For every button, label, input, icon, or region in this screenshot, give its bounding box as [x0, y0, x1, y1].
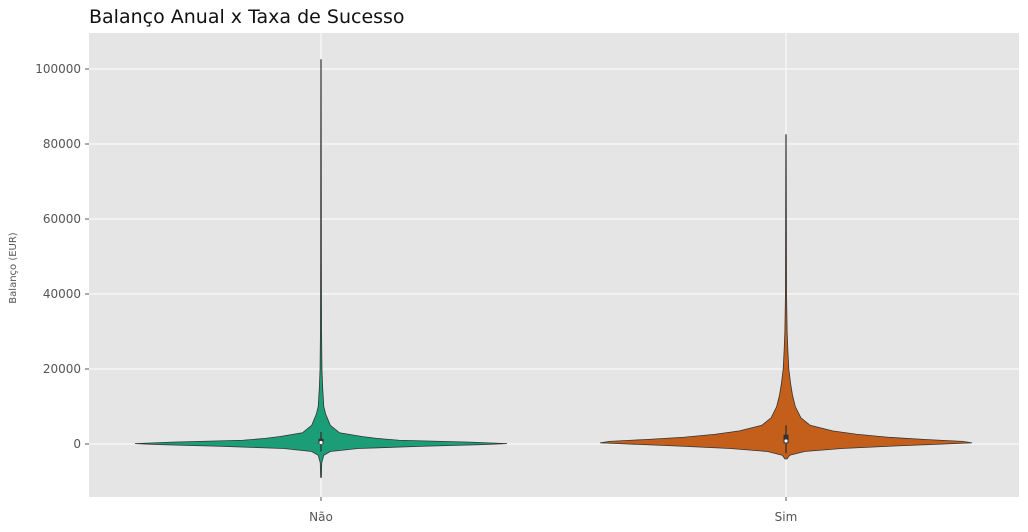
y-tick-label: 80000	[43, 137, 81, 151]
violin-nao	[134, 59, 508, 478]
y-tick-label: 60000	[43, 212, 81, 226]
iqr-box	[783, 434, 789, 444]
y-tick-label: 0	[73, 437, 81, 451]
violins	[134, 59, 973, 478]
y-axis: 0 20000 40000 60000 80000 100000	[35, 62, 89, 451]
chart-title: Balanço Anual x Taxa de Sucesso	[89, 6, 405, 28]
y-axis-label: Balanço (EUR)	[8, 232, 19, 304]
violin-sim	[599, 134, 973, 460]
median-point	[319, 440, 323, 445]
median-point	[784, 439, 788, 443]
x-tick-label: Não	[309, 510, 333, 524]
x-axis: Não Sim	[309, 497, 797, 524]
plot-area	[89, 33, 1019, 497]
y-tick-label: 40000	[43, 287, 81, 301]
y-tick-label: 100000	[35, 62, 81, 76]
x-tick-label: Sim	[775, 510, 798, 524]
y-tick-label: 20000	[43, 362, 81, 376]
